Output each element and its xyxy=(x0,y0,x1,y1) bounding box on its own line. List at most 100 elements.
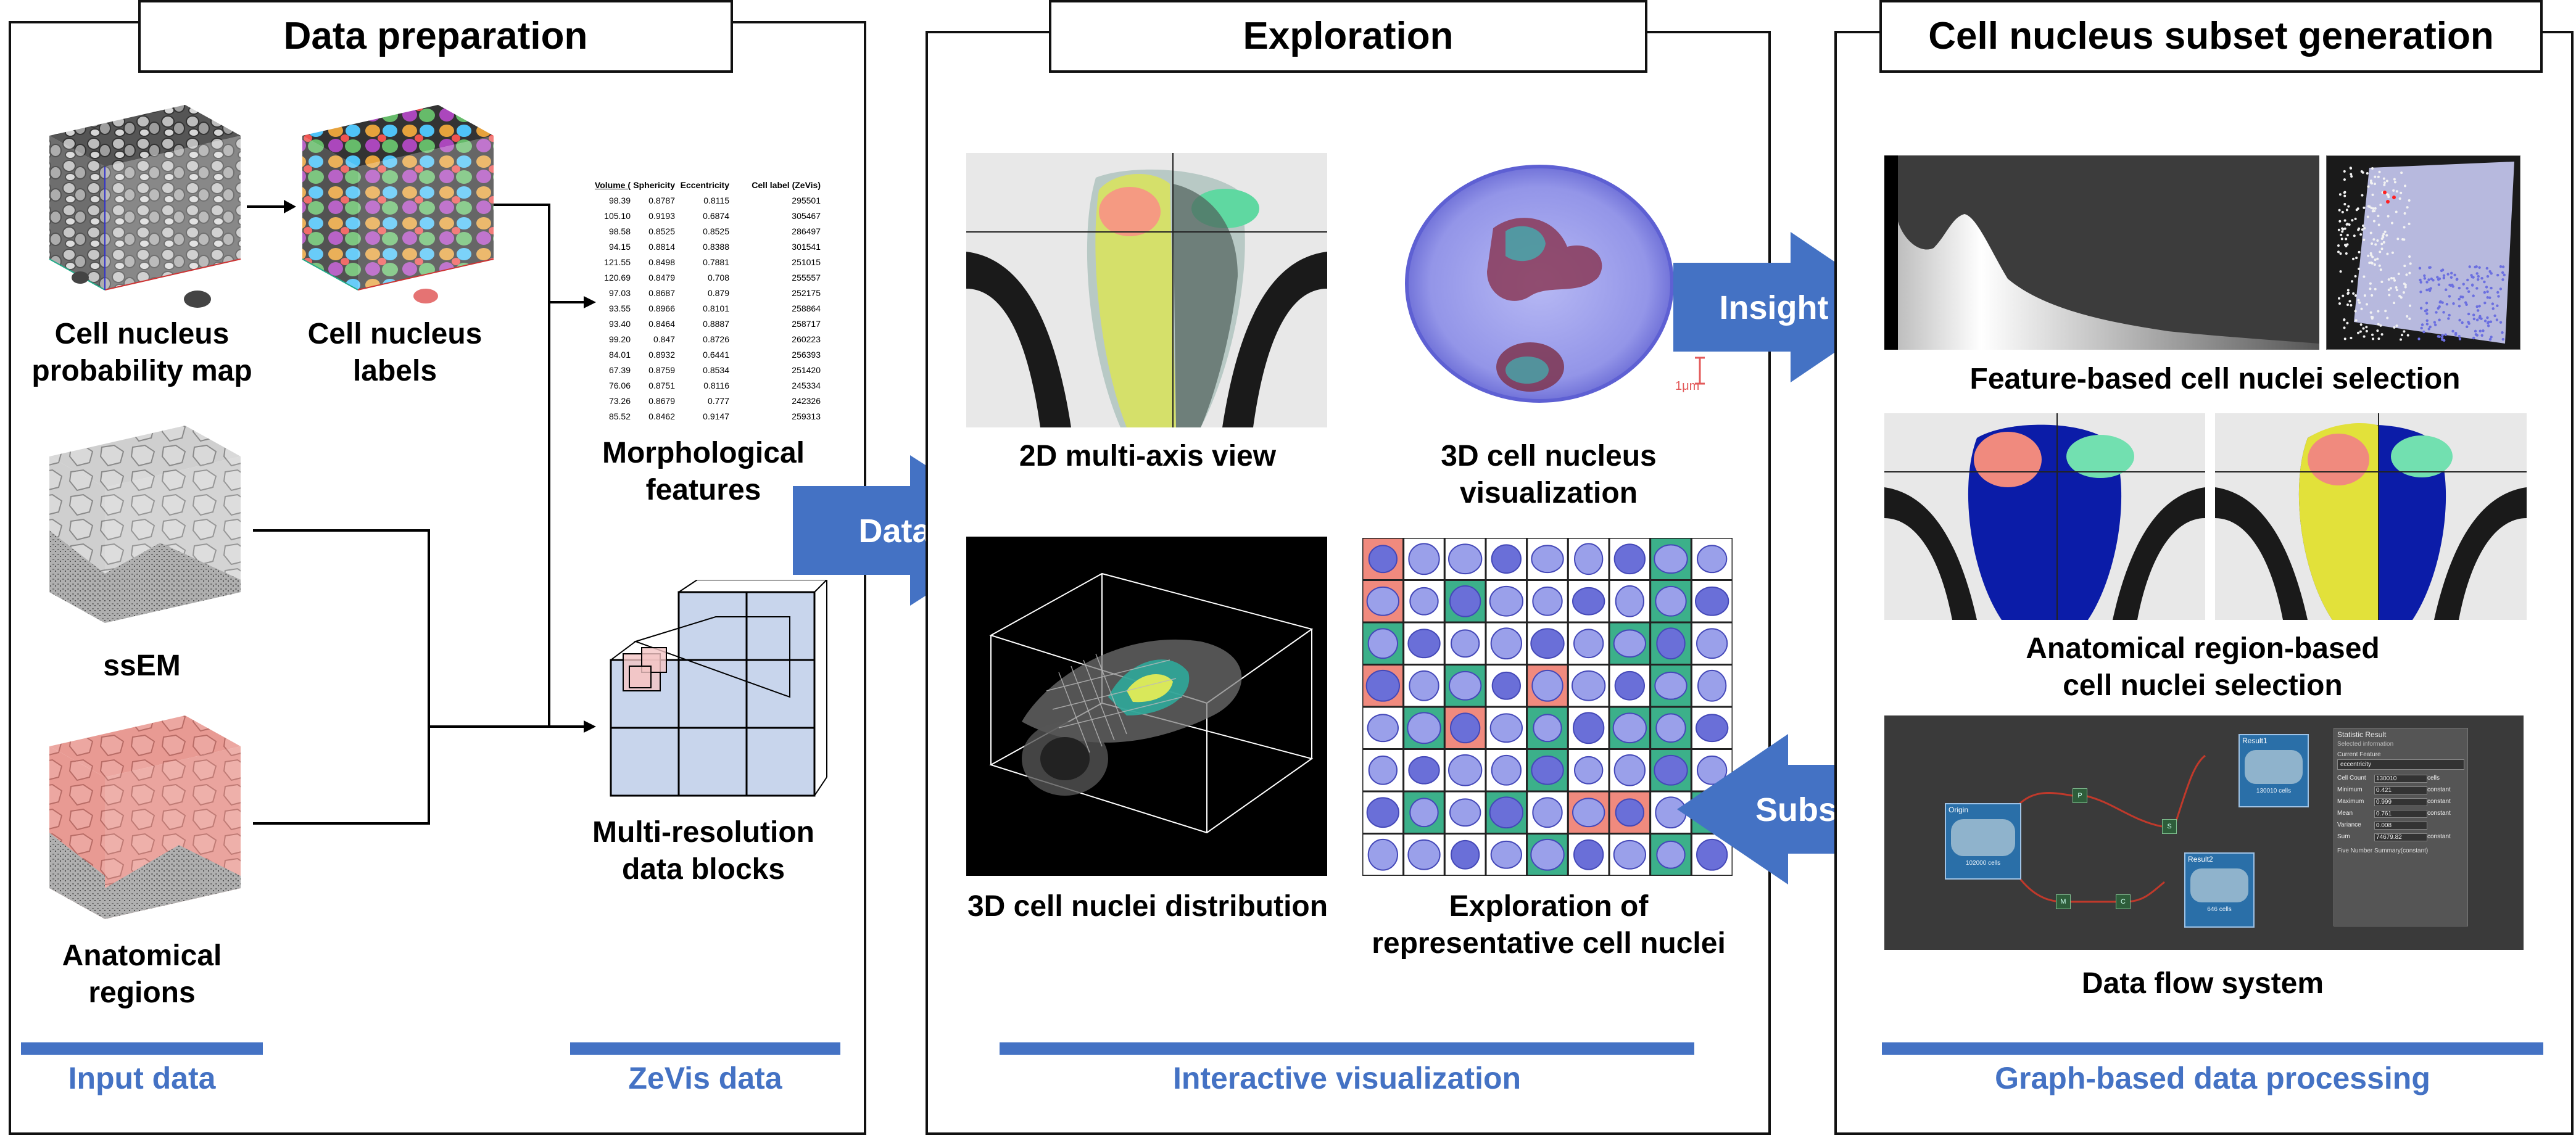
scatter-point xyxy=(2470,284,2474,287)
table-row: 93.55 0.8966 0.8101 258864 xyxy=(592,301,827,316)
table-cell: 0.8887 xyxy=(703,319,729,329)
vis-3d-nucleus: 1μm xyxy=(1405,165,1705,403)
stats-cell[interactable]: 0.421 xyxy=(2374,786,2427,794)
operator-node-p[interactable]: P xyxy=(2073,788,2087,803)
scatter-point xyxy=(2343,194,2346,197)
table-cell: 245334 xyxy=(792,381,821,390)
zevis-data-bar xyxy=(570,1042,840,1055)
table-cell: 0.8101 xyxy=(703,303,729,313)
stats-cell[interactable]: 74679.82 xyxy=(2374,833,2427,841)
scatter-point xyxy=(2462,282,2465,286)
scatter-point xyxy=(2370,207,2373,210)
scatter-point xyxy=(2442,276,2446,279)
operator-node-c[interactable]: C xyxy=(2116,894,2131,909)
scatter-point xyxy=(2343,318,2346,321)
scatter-point xyxy=(2361,194,2364,197)
data-arrow-label: Data xyxy=(858,513,931,550)
vis3d-label: 3D cell nucleus visualization xyxy=(1441,440,1657,509)
scatter-point xyxy=(2403,226,2406,229)
scale-bar-label: 1μm xyxy=(1675,379,1699,393)
scatter-point xyxy=(2433,321,2437,324)
scatter-point xyxy=(2369,181,2372,184)
nucleus-shape xyxy=(1408,543,1440,575)
stats-cell[interactable]: 0.999 xyxy=(2374,798,2427,806)
scatter-point xyxy=(2485,266,2489,270)
scatter-point xyxy=(2359,233,2363,236)
scatter-point xyxy=(2483,301,2487,305)
scatter-point xyxy=(2338,297,2341,300)
scatter-point xyxy=(2352,257,2355,260)
scatter-point xyxy=(2348,300,2351,303)
table-cell: 258717 xyxy=(792,319,821,329)
scatter-point xyxy=(2442,311,2445,314)
scatter-point xyxy=(2398,197,2401,200)
operator-node-m[interactable]: M xyxy=(2056,894,2071,909)
morph-label: Morphological features xyxy=(602,437,805,506)
table-cell: 105.10 xyxy=(604,211,631,221)
scatter-point xyxy=(2388,294,2391,297)
result-a-node[interactable]: Result1 130010 cells xyxy=(2238,734,2309,807)
scatter-point xyxy=(2408,271,2411,274)
scatter-point xyxy=(2429,325,2432,329)
stats-cell[interactable]: 0.761 xyxy=(2374,810,2427,818)
scatter-point xyxy=(2395,286,2398,289)
nucleus-shape xyxy=(1448,754,1483,786)
table-row: 98.58 0.8525 0.8525 286497 xyxy=(592,224,827,239)
scatter-point xyxy=(2371,193,2374,196)
scatter-point xyxy=(2345,237,2348,241)
scatter-point xyxy=(2369,231,2372,234)
scatter-point xyxy=(2389,287,2392,290)
nucleus-shape xyxy=(1612,712,1647,744)
scatter-point xyxy=(2343,191,2346,194)
nucleus-labels-cube xyxy=(302,105,494,303)
scatter-point xyxy=(2450,276,2453,279)
scatter-point xyxy=(2397,272,2400,275)
scatter-point xyxy=(2467,312,2470,316)
scatter-point xyxy=(2392,277,2395,280)
scatter-point xyxy=(2395,210,2398,213)
stats-feature-dropdown[interactable]: eccentricity xyxy=(2337,759,2464,770)
scatter-point xyxy=(2338,220,2342,223)
scatter-point xyxy=(2346,321,2349,324)
result-b-image xyxy=(2190,868,2248,902)
scatter-point xyxy=(2354,310,2357,313)
nucleus-shape xyxy=(1532,797,1563,828)
scatter-point xyxy=(2339,252,2342,255)
scatter-point xyxy=(2408,199,2411,202)
nucleus-shape xyxy=(1491,544,1522,574)
scatter-point xyxy=(2386,200,2390,204)
nucleus-shape xyxy=(1449,670,1482,701)
scatter-point xyxy=(2359,330,2362,333)
origin-node-count: 102000 cells xyxy=(1965,860,2001,867)
stats-cell[interactable]: 0.008 xyxy=(2374,822,2427,830)
input-data-bar xyxy=(21,1042,263,1055)
scatter-point xyxy=(2487,321,2490,324)
stats-cell: constant xyxy=(2427,833,2451,840)
scatter-point xyxy=(2486,274,2490,278)
stats-cell[interactable]: 130010 xyxy=(2374,775,2427,783)
scatter-point xyxy=(2445,303,2449,306)
result-b-node[interactable]: Result2 646 cells xyxy=(2184,852,2255,928)
scatter-point xyxy=(2369,252,2372,255)
nucleus-shape xyxy=(1613,839,1647,870)
table-cell: 0.8679 xyxy=(648,396,675,406)
operator-node-s[interactable]: S xyxy=(2162,819,2177,834)
scatter-point xyxy=(2425,312,2429,315)
nucleus-shape xyxy=(1655,713,1686,743)
scatter-point xyxy=(2377,223,2380,226)
scatter-point xyxy=(2479,329,2482,332)
origin-node[interactable]: Origin 102000 cells xyxy=(1945,803,2021,880)
scatter-point xyxy=(2365,329,2368,332)
nucleus-shape xyxy=(1613,543,1646,575)
table-body: 98.39 0.8787 0.8115 295501 105.10 0.9193 0.687… xyxy=(592,193,827,424)
table-cell: 97.03 xyxy=(608,288,631,298)
nucleus-shape xyxy=(1368,545,1398,574)
scatter-point xyxy=(2489,320,2493,323)
scatter-point xyxy=(2417,337,2421,340)
scatter-point xyxy=(2438,277,2441,281)
nucleus-shape xyxy=(1490,627,1522,660)
scatter-point xyxy=(2450,271,2453,275)
table-cell: 0.8932 xyxy=(648,350,675,360)
scatter-point xyxy=(2496,273,2499,277)
nucleus-shape xyxy=(1656,627,1686,660)
